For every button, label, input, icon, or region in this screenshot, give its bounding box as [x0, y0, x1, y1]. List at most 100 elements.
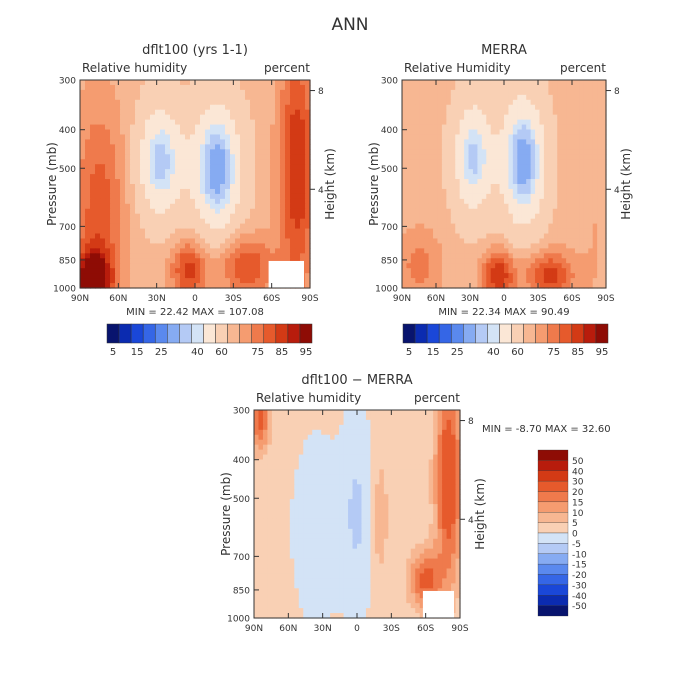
contour-cell: [180, 268, 186, 274]
contour-cell: [85, 253, 91, 259]
contour-cell: [260, 218, 266, 225]
contour-cell: [370, 464, 376, 471]
contour-cell: [280, 504, 286, 510]
contour-cell: [388, 434, 394, 441]
contour-cell: [410, 109, 416, 116]
contour-cell: [303, 504, 309, 510]
contour-cell: [271, 424, 277, 431]
contour-cell: [150, 218, 156, 225]
contour-cell: [258, 514, 264, 520]
contour-cell: [410, 174, 416, 180]
contour-cell: [459, 198, 465, 205]
contour-cell: [220, 208, 226, 215]
contour-cell: [410, 419, 416, 426]
contour-cell: [481, 263, 487, 269]
contour-cell: [433, 469, 439, 475]
contour-cell: [428, 149, 434, 155]
contour-cell: [185, 258, 191, 264]
contour-cell: [339, 479, 345, 485]
contour-cell: [579, 94, 585, 101]
contour-cell: [601, 248, 607, 254]
contour-cell: [245, 233, 251, 240]
contour-cell: [597, 139, 603, 145]
contour-cell: [410, 454, 416, 461]
contour-cell: [437, 228, 443, 235]
contour-cell: [160, 233, 166, 240]
contour-cell: [437, 410, 443, 416]
contour-cell: [535, 248, 541, 254]
contour-cell: [276, 459, 282, 466]
contour-cell: [280, 484, 286, 490]
contour-cell: [330, 474, 336, 480]
contour-cell: [235, 84, 241, 91]
contour-cell: [424, 228, 430, 235]
contour-cell: [240, 179, 246, 185]
contour-cell: [220, 213, 226, 220]
contour-cell: [265, 248, 271, 254]
contour-cell: [267, 449, 273, 456]
contour-cell: [210, 144, 216, 150]
contour-cell: [220, 164, 226, 170]
contour-cell: [499, 208, 505, 215]
contour-cell: [526, 104, 532, 111]
contour-cell: [437, 203, 443, 210]
contour-cell: [415, 139, 421, 145]
colorbar-swatch: [402, 323, 416, 344]
contour-cell: [548, 233, 554, 240]
contour-cell: [561, 258, 567, 264]
contour-cell: [570, 233, 576, 240]
contour-cell: [85, 213, 91, 220]
contour-cell: [275, 164, 281, 170]
contour-cell: [205, 218, 211, 225]
contour-cell: [220, 84, 226, 91]
contour-cell: [370, 444, 376, 451]
contour-cell: [145, 268, 151, 274]
contour-cell: [464, 263, 470, 269]
contour-cell: [271, 469, 277, 475]
contour-cell: [300, 139, 306, 145]
contour-cell: [424, 268, 430, 274]
contour-cell: [472, 109, 478, 116]
contour-cell: [343, 494, 349, 500]
contour-cell: [290, 94, 296, 101]
contour-cell: [365, 479, 372, 485]
contour-cell: [125, 273, 131, 279]
contour-cell: [570, 283, 576, 289]
contour-cell: [535, 198, 541, 205]
contour-cell: [339, 469, 345, 475]
contour-cell: [150, 119, 156, 126]
contour-cell: [388, 414, 394, 421]
contour-cell: [275, 109, 281, 116]
contour-cell: [499, 119, 505, 126]
contour-cell: [415, 169, 421, 175]
contour-cell: [230, 179, 236, 185]
contour-cell: [419, 164, 425, 170]
contour-cell: [441, 119, 447, 126]
contour-cell: [477, 243, 483, 249]
contour-cell: [271, 410, 277, 416]
contour-cell: [392, 499, 398, 505]
contour-cell: [521, 268, 527, 274]
contour-cell: [303, 414, 309, 421]
contour-cell: [140, 139, 146, 145]
contour-cell: [472, 154, 478, 160]
contour-cell: [579, 203, 585, 210]
contour-cell: [441, 89, 447, 96]
contour-cell: [190, 223, 196, 230]
contour-cell: [230, 213, 236, 220]
contour-cell: [210, 208, 216, 215]
contour-cell: [352, 459, 358, 466]
contour-cell: [262, 424, 269, 431]
contour-cell: [433, 233, 439, 240]
contour-cell: [406, 94, 412, 101]
contour-cell: [240, 203, 246, 210]
contour-cell: [160, 238, 166, 245]
contour-cell: [570, 188, 576, 195]
contour-cell: [597, 218, 603, 225]
contour-cell: [601, 208, 607, 215]
contour-cell: [250, 119, 256, 126]
colorbar-swatch: [227, 323, 240, 344]
contour-cell: [433, 439, 439, 446]
contour-cell: [477, 174, 483, 180]
contour-cell: [135, 184, 141, 190]
